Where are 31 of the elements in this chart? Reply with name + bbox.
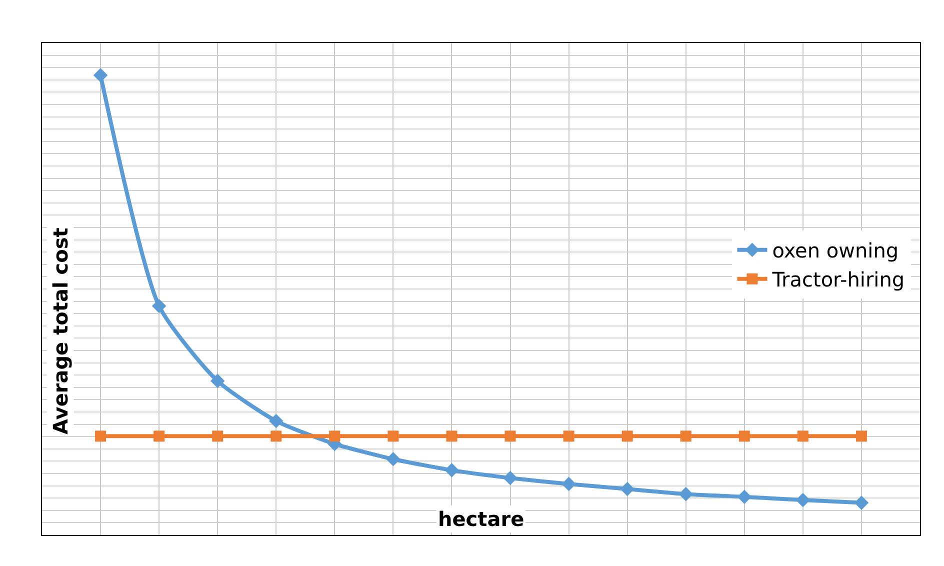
legend-label: Tractor-hiring bbox=[771, 268, 905, 292]
point bbox=[93, 68, 108, 82]
y-axis-title: Average total cost bbox=[48, 227, 72, 434]
point bbox=[620, 482, 634, 496]
point bbox=[680, 430, 692, 442]
point bbox=[737, 490, 752, 504]
point bbox=[738, 430, 750, 442]
point bbox=[444, 463, 459, 478]
point bbox=[154, 430, 165, 442]
point bbox=[212, 430, 224, 442]
point bbox=[797, 430, 808, 442]
point bbox=[622, 430, 633, 442]
x-axis-title: hectare bbox=[438, 507, 524, 531]
point bbox=[446, 430, 458, 442]
point bbox=[504, 430, 516, 442]
point bbox=[95, 430, 106, 442]
point bbox=[678, 486, 694, 502]
legend-label: oxen owning bbox=[772, 238, 899, 263]
point bbox=[270, 430, 282, 442]
point bbox=[854, 496, 869, 510]
point bbox=[562, 476, 576, 492]
point bbox=[386, 452, 400, 466]
point bbox=[329, 430, 340, 442]
point bbox=[210, 374, 225, 388]
point bbox=[856, 430, 867, 442]
point bbox=[268, 414, 284, 428]
point bbox=[388, 430, 399, 442]
point bbox=[796, 492, 810, 508]
point bbox=[563, 430, 574, 442]
point bbox=[503, 470, 518, 486]
point bbox=[152, 298, 166, 314]
